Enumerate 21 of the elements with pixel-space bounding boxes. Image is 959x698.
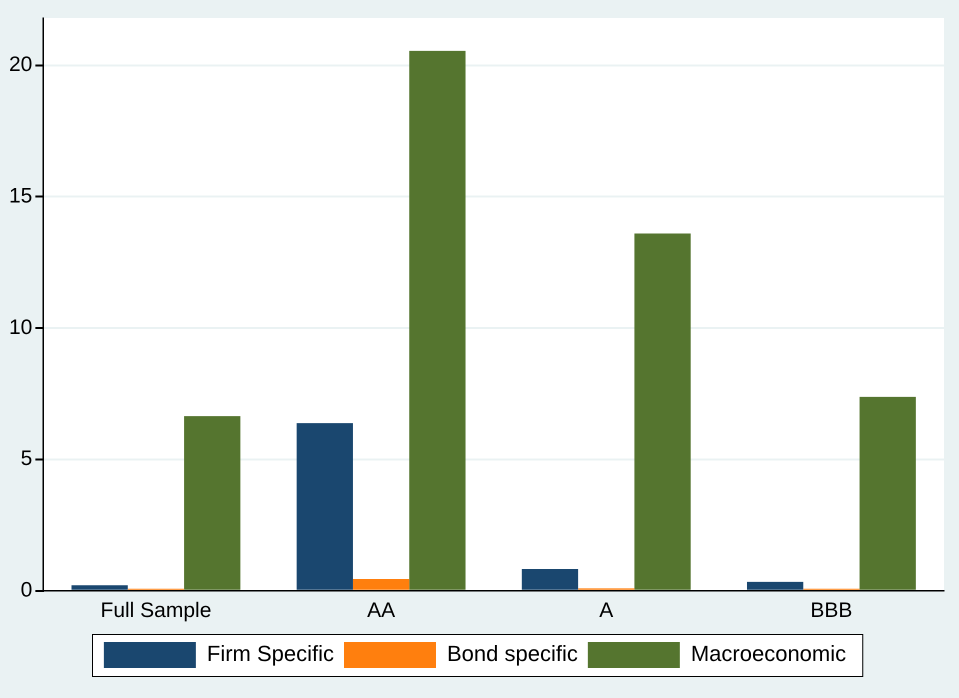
bar: [184, 416, 240, 590]
bar: [409, 50, 466, 590]
x-tick-label: A: [599, 599, 614, 622]
y-tick-label: 5: [20, 447, 32, 470]
legend-label: Firm Specific: [206, 641, 334, 666]
legend-label: Bond specific: [446, 641, 578, 666]
x-tick-label: Full Sample: [100, 599, 212, 622]
y-tick-label: 10: [9, 316, 32, 339]
x-tick-label: AA: [367, 599, 396, 622]
legend-label: Macroeconomic: [690, 641, 846, 666]
bar: [72, 585, 128, 590]
bar: [860, 396, 916, 590]
y-tick-label: 20: [9, 53, 32, 76]
x-tick-label: BBB: [810, 599, 852, 622]
bar: [352, 578, 410, 590]
bar: [296, 423, 353, 590]
bar: [634, 233, 691, 590]
y-tick-label: 0: [20, 578, 32, 602]
y-tick-label: 15: [9, 184, 32, 208]
bar: [746, 582, 804, 590]
bar: [522, 568, 578, 590]
